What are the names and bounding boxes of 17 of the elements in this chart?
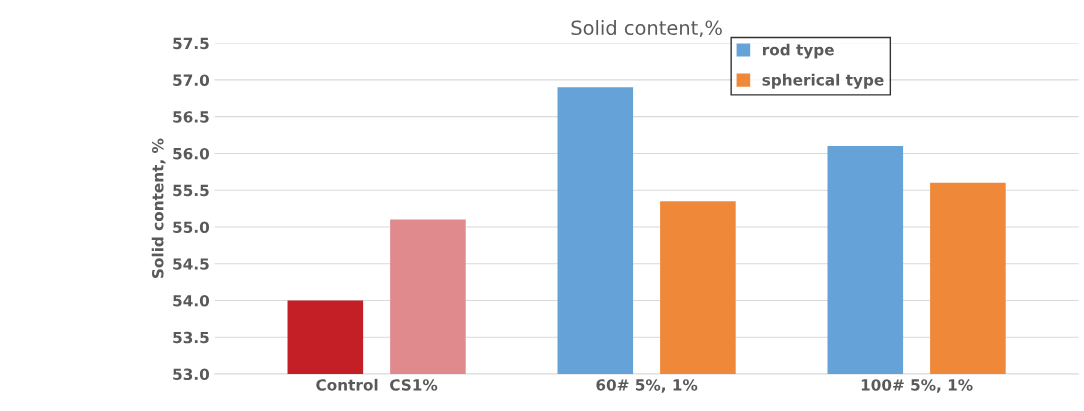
y-tick-label: 56.5 bbox=[173, 111, 209, 123]
y-tick-label: 57.5 bbox=[173, 37, 209, 50]
y-tick-label: 53.0 bbox=[173, 368, 210, 381]
y-tick-label: 54.5 bbox=[173, 258, 209, 270]
y-tick-label: 55.5 bbox=[173, 184, 209, 197]
y-tick-label: 53.5 bbox=[173, 331, 209, 344]
legend-label: spherical type bbox=[762, 73, 884, 89]
x-tick-label: Control CS1% bbox=[316, 378, 438, 391]
y-tick-label: 56.0 bbox=[173, 147, 210, 160]
x-tick-label: 100# 5%, 1% bbox=[861, 379, 973, 393]
y-tick-label: 54.0 bbox=[173, 294, 210, 307]
y-tick-label: 57.0 bbox=[173, 74, 210, 86]
legend-label: rod type bbox=[763, 43, 834, 59]
x-tick-label: 60# 5%, 1% bbox=[596, 379, 698, 393]
y-axis-title: Solid content, % bbox=[151, 138, 166, 278]
chart-title: Solid content,% bbox=[571, 20, 722, 38]
y-tick-label: 55.0 bbox=[173, 221, 210, 233]
